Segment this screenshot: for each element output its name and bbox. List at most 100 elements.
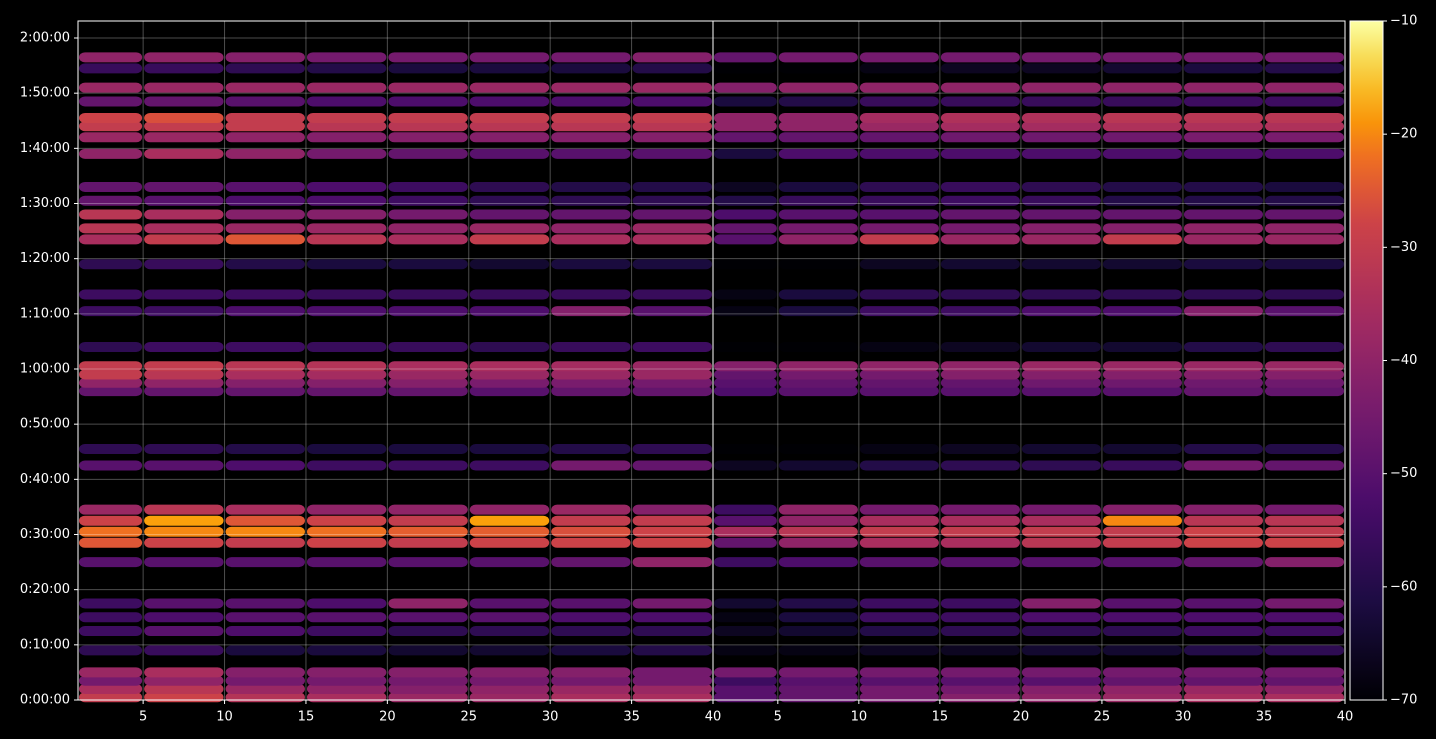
heat-cell (144, 598, 224, 609)
heat-cell (1021, 306, 1101, 317)
heat-cell (778, 675, 858, 686)
heat-cell (632, 113, 712, 123)
heat-cell (306, 289, 387, 300)
heat-cell (79, 223, 143, 234)
heat-cell (388, 63, 468, 74)
heat-cell (778, 515, 858, 526)
heat-cell (79, 377, 143, 388)
heat-cell (940, 341, 1020, 352)
heat-cell (632, 209, 712, 220)
heat-cell (714, 369, 777, 380)
heat-cell (778, 96, 858, 107)
heat-cell (469, 209, 550, 220)
heat-cell (225, 259, 305, 270)
heat-cell (940, 223, 1020, 234)
heat-cell (632, 234, 712, 245)
heat-cell (551, 148, 631, 159)
heat-cell (632, 63, 712, 74)
heat-cell (469, 598, 550, 609)
heat-cell (1021, 63, 1101, 74)
heat-cell (940, 113, 1020, 123)
heat-cell (469, 626, 550, 637)
heat-cell (1021, 675, 1101, 686)
heat-cell (306, 504, 387, 515)
heat-cell (1021, 460, 1101, 471)
heat-cell (388, 537, 468, 548)
heat-cell (940, 259, 1020, 270)
heat-cell (632, 82, 712, 93)
heat-cell (778, 683, 858, 694)
heat-cell (469, 667, 550, 678)
heat-cell (714, 52, 777, 63)
heat-cell (1183, 645, 1263, 656)
heat-cell (940, 598, 1020, 609)
heat-cell (1102, 63, 1182, 74)
heat-cell (306, 557, 387, 568)
heat-cell (79, 148, 143, 159)
heat-cell (632, 386, 712, 397)
heat-cell (469, 377, 550, 388)
heat-cell (388, 96, 468, 107)
heat-cell (551, 113, 631, 123)
heat-cell (778, 612, 858, 623)
heat-cell (551, 63, 631, 74)
heat-cell (388, 289, 468, 300)
heat-cell (1102, 526, 1182, 537)
heat-cell (1102, 306, 1182, 317)
heat-cell (1183, 515, 1263, 526)
heat-cell (1264, 515, 1344, 526)
heat-cell (632, 377, 712, 388)
heat-cell (469, 195, 550, 206)
heat-cell (469, 63, 550, 74)
heat-cell (1264, 209, 1344, 220)
heat-cell (1183, 361, 1263, 372)
heat-cell (1102, 386, 1182, 397)
heat-cell (551, 306, 631, 317)
heat-cell (225, 113, 305, 123)
heat-cell (469, 223, 550, 234)
heat-cell (144, 209, 224, 220)
heat-cell (778, 223, 858, 234)
heat-cell (551, 386, 631, 397)
heat-cell (714, 195, 777, 206)
heat-cell (778, 132, 858, 143)
heat-cell (1021, 121, 1101, 132)
x-tick-label: 10 (216, 710, 233, 725)
heat-cell (1264, 63, 1344, 74)
heat-cell (1264, 377, 1344, 388)
heat-cell (469, 289, 550, 300)
heat-cell (1021, 369, 1101, 380)
y-tick-label: 1:50:00 (20, 86, 70, 101)
heat-cell (1183, 148, 1263, 159)
heat-cell (778, 341, 858, 352)
heat-cell (859, 612, 939, 623)
heat-cell (469, 537, 550, 548)
heat-cell (225, 612, 305, 623)
heat-cell (859, 598, 939, 609)
heat-cell (225, 181, 305, 192)
heat-cell (778, 526, 858, 537)
heat-cell (79, 361, 143, 372)
heat-cell (551, 223, 631, 234)
heat-cell (1021, 132, 1101, 143)
heat-cell (469, 675, 550, 686)
heat-cell (388, 667, 468, 678)
heat-cell (79, 515, 143, 526)
heat-cell (1102, 132, 1182, 143)
heat-cell (225, 195, 305, 206)
heat-cell (1183, 626, 1263, 637)
heat-cell (1183, 181, 1263, 192)
heat-cell (778, 369, 858, 380)
heat-cell (1102, 195, 1182, 206)
heat-cell (632, 361, 712, 372)
heat-cell (1021, 259, 1101, 270)
heat-cell (225, 223, 305, 234)
heat-cell (1021, 341, 1101, 352)
heat-cell (1264, 443, 1344, 454)
heat-cell (714, 515, 777, 526)
heat-cell (1102, 675, 1182, 686)
heat-cell (1183, 82, 1263, 93)
heat-cell (306, 82, 387, 93)
heat-cell (1021, 52, 1101, 63)
heat-cell (714, 598, 777, 609)
